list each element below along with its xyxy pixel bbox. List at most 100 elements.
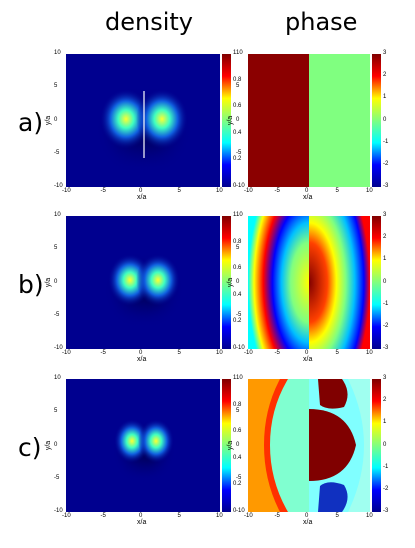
y-tick-label: 5 xyxy=(54,408,58,415)
y-tick-label: -5 xyxy=(54,149,60,156)
x-tick-label: -5 xyxy=(100,188,106,194)
x-axis-label: x/a xyxy=(137,519,147,526)
y-tick-label: -5 xyxy=(236,149,242,156)
colorbar-tick-label: 0 xyxy=(383,116,387,123)
colorbar-tick-label: 0.8 xyxy=(233,238,242,245)
colorbar-tick-label: 0.4 xyxy=(233,454,242,461)
phase-colorbar-c xyxy=(372,379,381,512)
x-tick-label: 0 xyxy=(305,350,309,356)
x-tick-label: 10 xyxy=(216,513,223,519)
y-axis-label: y/a xyxy=(45,440,53,450)
y-axis-label: y/a xyxy=(45,115,53,125)
x-tick-label: -10 xyxy=(62,350,71,356)
colorbar-tick-label: -2 xyxy=(383,485,389,492)
y-tick-label: -5 xyxy=(54,311,60,318)
y-tick-label: -10 xyxy=(54,508,63,514)
y-tick-label: 10 xyxy=(54,212,61,218)
y-axis-label: y/a xyxy=(227,115,235,125)
colorbar-tick-label: -2 xyxy=(383,322,389,329)
colorbar-tick-label: 3 xyxy=(383,212,387,218)
x-axis-label: x/a xyxy=(137,194,147,201)
y-tick-label: -10 xyxy=(236,183,245,189)
x-tick-label: 10 xyxy=(366,188,373,194)
x-tick-label: 5 xyxy=(335,350,339,356)
y-tick-label: 0 xyxy=(54,278,58,285)
phase-panel-a: 10 5 0 -5 -10 -10 -5 0 5 10 x/a y/a 3 2 1 0 -1 -2 -3 xyxy=(210,50,400,201)
colorbar-tick-label: 3 xyxy=(383,50,387,56)
y-tick-label: 0 xyxy=(236,441,240,448)
colorbar-tick-label: -3 xyxy=(383,345,389,351)
colorbar-tick-label: 0.2 xyxy=(233,318,242,325)
density-colorbar-a xyxy=(222,54,231,187)
colorbar-tick-label: 0.6 xyxy=(233,428,242,435)
phase-panel-b: 10 5 0 -5 -10 -10 -5 0 5 10 x/a y/a 3 2 1 0 -1 -2 -3 xyxy=(210,212,400,363)
x-tick-label: 10 xyxy=(366,350,373,356)
x-tick-label: -5 xyxy=(274,350,280,356)
colorbar-tick-label: 0.6 xyxy=(233,103,242,110)
x-tick-label: -10 xyxy=(244,188,253,194)
density-panel-b: 10 5 0 -5 -10 -10 -5 0 5 10 x/a y/a 1 0.8 0.6 0.4 0.2 0 xyxy=(30,212,241,363)
colorbar-tick-label: -2 xyxy=(383,160,389,167)
x-tick-label: 0 xyxy=(139,513,143,519)
phase-column-title: phase xyxy=(285,8,358,36)
y-axis-label: y/a xyxy=(45,277,53,287)
x-tick-label: 10 xyxy=(216,350,223,356)
x-tick-label: 5 xyxy=(335,513,339,519)
row-label-b: b) xyxy=(18,270,44,299)
y-tick-label: 10 xyxy=(236,375,243,381)
y-tick-label: 0 xyxy=(54,116,58,123)
colorbar-tick-label: 0.8 xyxy=(233,401,242,408)
y-tick-label: 10 xyxy=(236,212,243,218)
colorbar-tick-label: 1 xyxy=(383,256,387,263)
y-tick-label: -5 xyxy=(236,311,242,318)
colorbar-tick-label: 0.2 xyxy=(233,481,242,488)
x-tick-label: -10 xyxy=(62,513,71,519)
colorbar-tick-label: 1 xyxy=(383,419,387,426)
x-axis-label: x/a xyxy=(137,356,147,363)
x-tick-label: 5 xyxy=(177,188,181,194)
colorbar-tick-label: -1 xyxy=(383,138,389,145)
phase-panel-c: 10 5 0 -5 -10 -10 -5 0 5 10 x/a y/a 3 2 1 0 -1 -2 -3 xyxy=(210,375,400,526)
colorbar-tick-label: 1 xyxy=(383,94,387,101)
x-tick-label: 0 xyxy=(305,188,309,194)
colorbar-tick-label: 1 xyxy=(233,212,237,218)
colorbar-tick-label: 3 xyxy=(383,375,387,381)
density-colorbar-b xyxy=(222,216,231,349)
y-tick-label: 0 xyxy=(236,278,240,285)
x-tick-label: 5 xyxy=(177,350,181,356)
x-tick-label: 0 xyxy=(139,350,143,356)
colorbar-tick-label: 0 xyxy=(233,508,237,514)
colorbar-tick-label: 0.4 xyxy=(233,291,242,298)
density-colorbar-c xyxy=(222,379,231,512)
colorbar-tick-label: 2 xyxy=(383,234,387,241)
y-tick-label: 10 xyxy=(54,375,61,381)
colorbar-tick-label: -3 xyxy=(383,183,389,189)
y-tick-label: 0 xyxy=(54,441,58,448)
colorbar-tick-label: 2 xyxy=(383,397,387,404)
x-tick-label: -10 xyxy=(244,513,253,519)
phase-plot-a xyxy=(248,54,370,187)
colorbar-tick-label: 2 xyxy=(383,72,387,79)
x-tick-label: -5 xyxy=(274,513,280,519)
colorbar-tick-label: 0 xyxy=(383,278,387,285)
colorbar-tick-label: -1 xyxy=(383,300,389,307)
phase-plot-b xyxy=(248,216,370,349)
colorbar-tick-label: 1 xyxy=(233,50,237,56)
x-tick-label: 0 xyxy=(139,188,143,194)
row-label-c: c) xyxy=(18,433,42,462)
phase-plot-c xyxy=(248,379,370,512)
x-tick-label: -5 xyxy=(274,188,280,194)
y-tick-label: 0 xyxy=(236,116,240,123)
x-tick-label: -10 xyxy=(62,188,71,194)
x-tick-label: 5 xyxy=(177,513,181,519)
phase-colorbar-b xyxy=(372,216,381,349)
y-tick-label: -10 xyxy=(236,508,245,514)
x-axis-label: x/a xyxy=(303,519,313,526)
colorbar-tick-label: -3 xyxy=(383,508,389,514)
y-axis-label: y/a xyxy=(227,440,235,450)
x-tick-label: 5 xyxy=(335,188,339,194)
x-tick-label: 10 xyxy=(216,188,223,194)
x-tick-label: 10 xyxy=(366,513,373,519)
density-column-title: density xyxy=(105,8,193,36)
colorbar-tick-label: 0.8 xyxy=(233,76,242,83)
